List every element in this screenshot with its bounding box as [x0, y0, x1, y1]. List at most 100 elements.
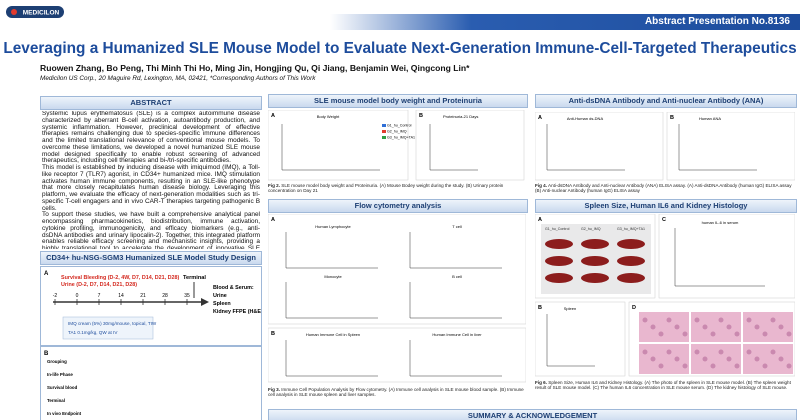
histology-texture — [702, 324, 708, 330]
day-label: 0 — [76, 293, 79, 299]
logo-text: MEDICILON — [23, 10, 60, 17]
spleen-image — [617, 239, 645, 249]
panel-title: Spleen — [564, 306, 576, 311]
subplot-title: Human Lymphocyte — [315, 224, 351, 229]
affiliation: Medicilon US Corp., 20 Maguire Rd, Lexin… — [40, 75, 316, 82]
histology-texture — [650, 356, 656, 362]
histology-texture — [666, 349, 672, 355]
panel-frame — [666, 112, 795, 181]
section-heading: SUMMARY & ACKNOWLEDGEMENT — [268, 409, 797, 420]
group-heading: In vivo Endpoint — [47, 411, 82, 416]
panel-title: Human ANA — [699, 116, 721, 121]
photo-label: G2_hu_IMQ — [581, 227, 601, 231]
photo-label: G1_hu_Control — [545, 227, 570, 231]
histology-texture — [642, 349, 648, 355]
caption-text: Immune Cell Population Analysis by Flow … — [268, 387, 524, 398]
histology-images — [639, 312, 793, 374]
legend-label: G2_hu_IMQ — [387, 130, 407, 134]
abstract-band — [330, 14, 800, 30]
abstract-paragraph: This model is established by inducing di… — [42, 164, 260, 212]
panel-frame — [658, 214, 795, 299]
legend: G1_hu_Control G2_hu_IMQ G3_hu_IMQ+TA1 — [382, 124, 415, 140]
timeline-arrow — [201, 298, 209, 306]
spleen-image — [581, 239, 609, 249]
section-heading: ABSTRACT — [40, 96, 262, 110]
subplot-title: Human Immune Cell in liver — [432, 332, 482, 337]
histology-texture — [770, 317, 776, 323]
terminal-label: Terminal — [183, 275, 206, 281]
sample-list: Blood & Serum: Urine Spleen Kidney FFPE (H&… — [213, 285, 263, 315]
sample-item: Blood & Serum: — [213, 285, 254, 291]
panel-label: B — [271, 331, 275, 337]
panel-frame — [268, 214, 526, 325]
histology-image — [743, 312, 793, 342]
sample-item: Urine — [213, 293, 227, 299]
day-label: 35 — [184, 293, 190, 299]
treatment-box — [62, 316, 154, 340]
histology-texture — [674, 324, 680, 330]
subplot-title: T cell — [452, 224, 462, 229]
legend-label: G3_hu_IMQ+TA1 — [387, 136, 415, 140]
panel-label: A — [538, 115, 542, 121]
sample-item: Spleen — [213, 301, 231, 307]
histology-texture — [754, 356, 760, 362]
logo-dot — [11, 9, 17, 15]
spleen-image — [581, 256, 609, 266]
section-heading: Spleen Size, Human IL6 and Kidney Histol… — [535, 199, 797, 213]
histology-texture — [658, 331, 664, 337]
bleeding-text: Survival Bleeding (D-2, 4W, D7, D14, D21… — [61, 275, 180, 281]
figure-caption: Fig 3. Immune Cell Population Analysis b… — [268, 387, 526, 398]
histology-texture — [754, 324, 760, 330]
spleen-image — [545, 239, 573, 249]
histology-texture — [710, 331, 716, 337]
group-heading: In-life Phase — [47, 372, 73, 377]
figure-caption: Fig 2. SLE mouse model body weight and P… — [268, 183, 526, 194]
histology-image — [639, 312, 689, 342]
histology-texture — [746, 317, 752, 323]
figure-caption: Fig 4. Anti-dsDNA Antibody and Anti-nucl… — [535, 183, 795, 194]
panel-label: A — [271, 113, 275, 119]
histology-texture — [762, 331, 768, 337]
histology-texture — [658, 363, 664, 369]
caption-text: SLE mouse model body weight and Proteinu… — [268, 183, 504, 194]
authors: Ruowen Zhang, Bo Peng, Thi Minh Thi Ho, … — [40, 63, 470, 73]
histology-image — [743, 344, 793, 374]
histology-texture — [778, 356, 784, 362]
subplot-title: Monocyte — [324, 274, 342, 279]
day-label: 21 — [140, 293, 146, 299]
day-ticks: -2 0 7 14 21 28 35 — [53, 293, 190, 305]
caption-label: Fig 2. — [268, 183, 280, 188]
design-diagram: A Survival Bleeding (D-2, 4W, D7, D14, D… — [44, 271, 263, 340]
histology-texture — [642, 317, 648, 323]
histology-texture — [682, 331, 688, 337]
histology-texture — [694, 349, 700, 355]
panel-label: B — [538, 305, 542, 311]
panel-label: B — [670, 115, 674, 121]
histology-texture — [694, 317, 700, 323]
panel-frame — [535, 301, 626, 377]
treatment-text: TA1 0.1mg/kg, QW at IV — [68, 330, 118, 335]
histology-texture — [682, 363, 688, 369]
spleen-image — [545, 273, 573, 283]
group-heading: Terminal — [47, 398, 65, 403]
histology-texture — [746, 349, 752, 355]
panel-frame — [268, 110, 409, 181]
day-label: 28 — [162, 293, 168, 299]
histology-image — [691, 312, 741, 342]
spleen-image — [617, 273, 645, 283]
grouping-box: B Grouping In-life Phase Survival blood Ter… — [40, 346, 262, 420]
histology-texture — [762, 363, 768, 369]
figure-caption: Fig 6. Spleen Size, Human IL6 and Kidney… — [535, 380, 795, 391]
panel-title: Body Weight — [317, 114, 340, 119]
histology-texture — [718, 349, 724, 355]
treatment-text: IMQ cream (5%) 30mg/mouse, topical, TIW — [68, 321, 157, 326]
panel-label: A — [44, 271, 49, 277]
panel-frame — [535, 112, 664, 181]
grouping-list: B Grouping In-life Phase Survival blood Ter… — [44, 351, 82, 416]
abstract-paragraph: To support these studies, we have built … — [42, 211, 260, 249]
panel-frame — [415, 110, 525, 181]
panel-label: B — [44, 351, 49, 357]
photo-label: G3_hu_IMQ+TA1 — [617, 227, 645, 231]
histology-texture — [786, 331, 792, 337]
